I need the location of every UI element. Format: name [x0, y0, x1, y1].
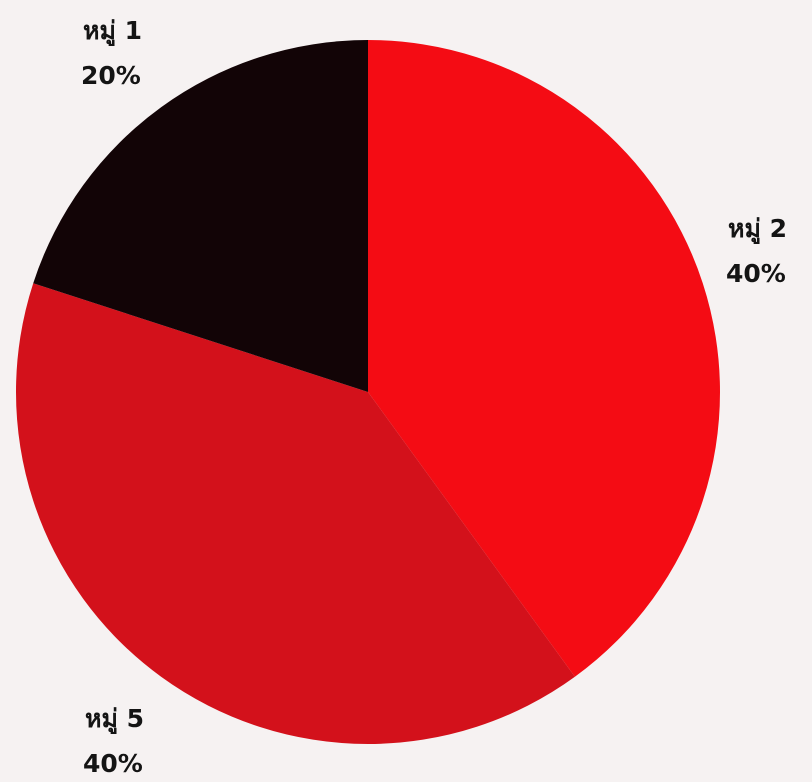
slice-value-label: 40%	[83, 749, 143, 778]
pie-slice	[33, 40, 368, 392]
pie-slice	[15, 283, 575, 745]
slice-value-label: 20%	[81, 61, 141, 90]
slice-value-label: 40%	[726, 259, 786, 288]
slice-category-label: หมู่ 5	[85, 704, 144, 735]
slice-category-label: หมู่ 2	[728, 214, 787, 245]
slice-category-label: หมู่ 1	[83, 16, 142, 47]
pie-slice	[368, 40, 720, 677]
